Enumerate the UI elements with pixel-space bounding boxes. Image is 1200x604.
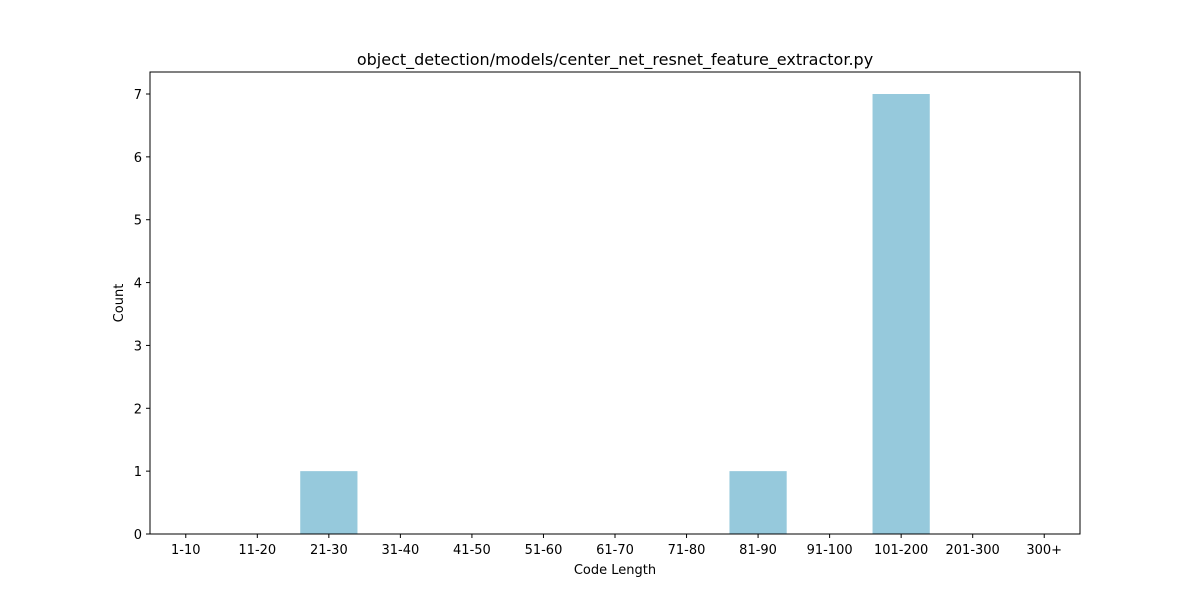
y-tick-label: 3 (134, 339, 142, 354)
x-tick-label: 300+ (1026, 543, 1062, 558)
bar-21-30 (300, 471, 358, 534)
x-tick-label: 51-60 (525, 543, 563, 558)
bar-101-200 (872, 94, 930, 534)
plot-frame (149, 71, 1081, 535)
y-tick-label: 2 (134, 402, 142, 417)
x-tick-label: 31-40 (381, 543, 419, 558)
x-tick-label: 21-30 (310, 543, 348, 558)
y-tick-label: 6 (134, 151, 142, 166)
x-axis-label: Code Length (574, 563, 656, 578)
x-tick-label: 91-100 (807, 543, 853, 558)
x-tick-label: 1-10 (171, 543, 201, 558)
bars-layer (300, 94, 930, 534)
bar-81-90 (729, 471, 787, 534)
x-tick-label: 81-90 (739, 543, 777, 558)
chart-title: object_detection/models/center_net_resne… (357, 50, 873, 70)
y-tick-label: 1 (134, 465, 142, 480)
x-tick-label: 101-200 (874, 543, 928, 558)
x-tick-label: 201-300 (946, 543, 1000, 558)
y-tick-label: 5 (134, 214, 142, 229)
y-tick-label: 0 (134, 528, 142, 543)
x-tick-label: 11-20 (238, 543, 276, 558)
y-tick-label: 7 (134, 88, 142, 103)
x-tick-label: 71-80 (668, 543, 706, 558)
x-tick-label: 61-70 (596, 543, 634, 558)
x-axis: 1-10 11-20 21-30 31-40 41-50 51-60 61-70 71-80 8… (171, 534, 1062, 558)
y-tick-label: 4 (134, 277, 142, 292)
x-tick-label: 41-50 (453, 543, 491, 558)
y-axis-label: Count (112, 284, 127, 323)
y-axis: 0 1 2 3 4 5 6 7 (134, 88, 150, 543)
